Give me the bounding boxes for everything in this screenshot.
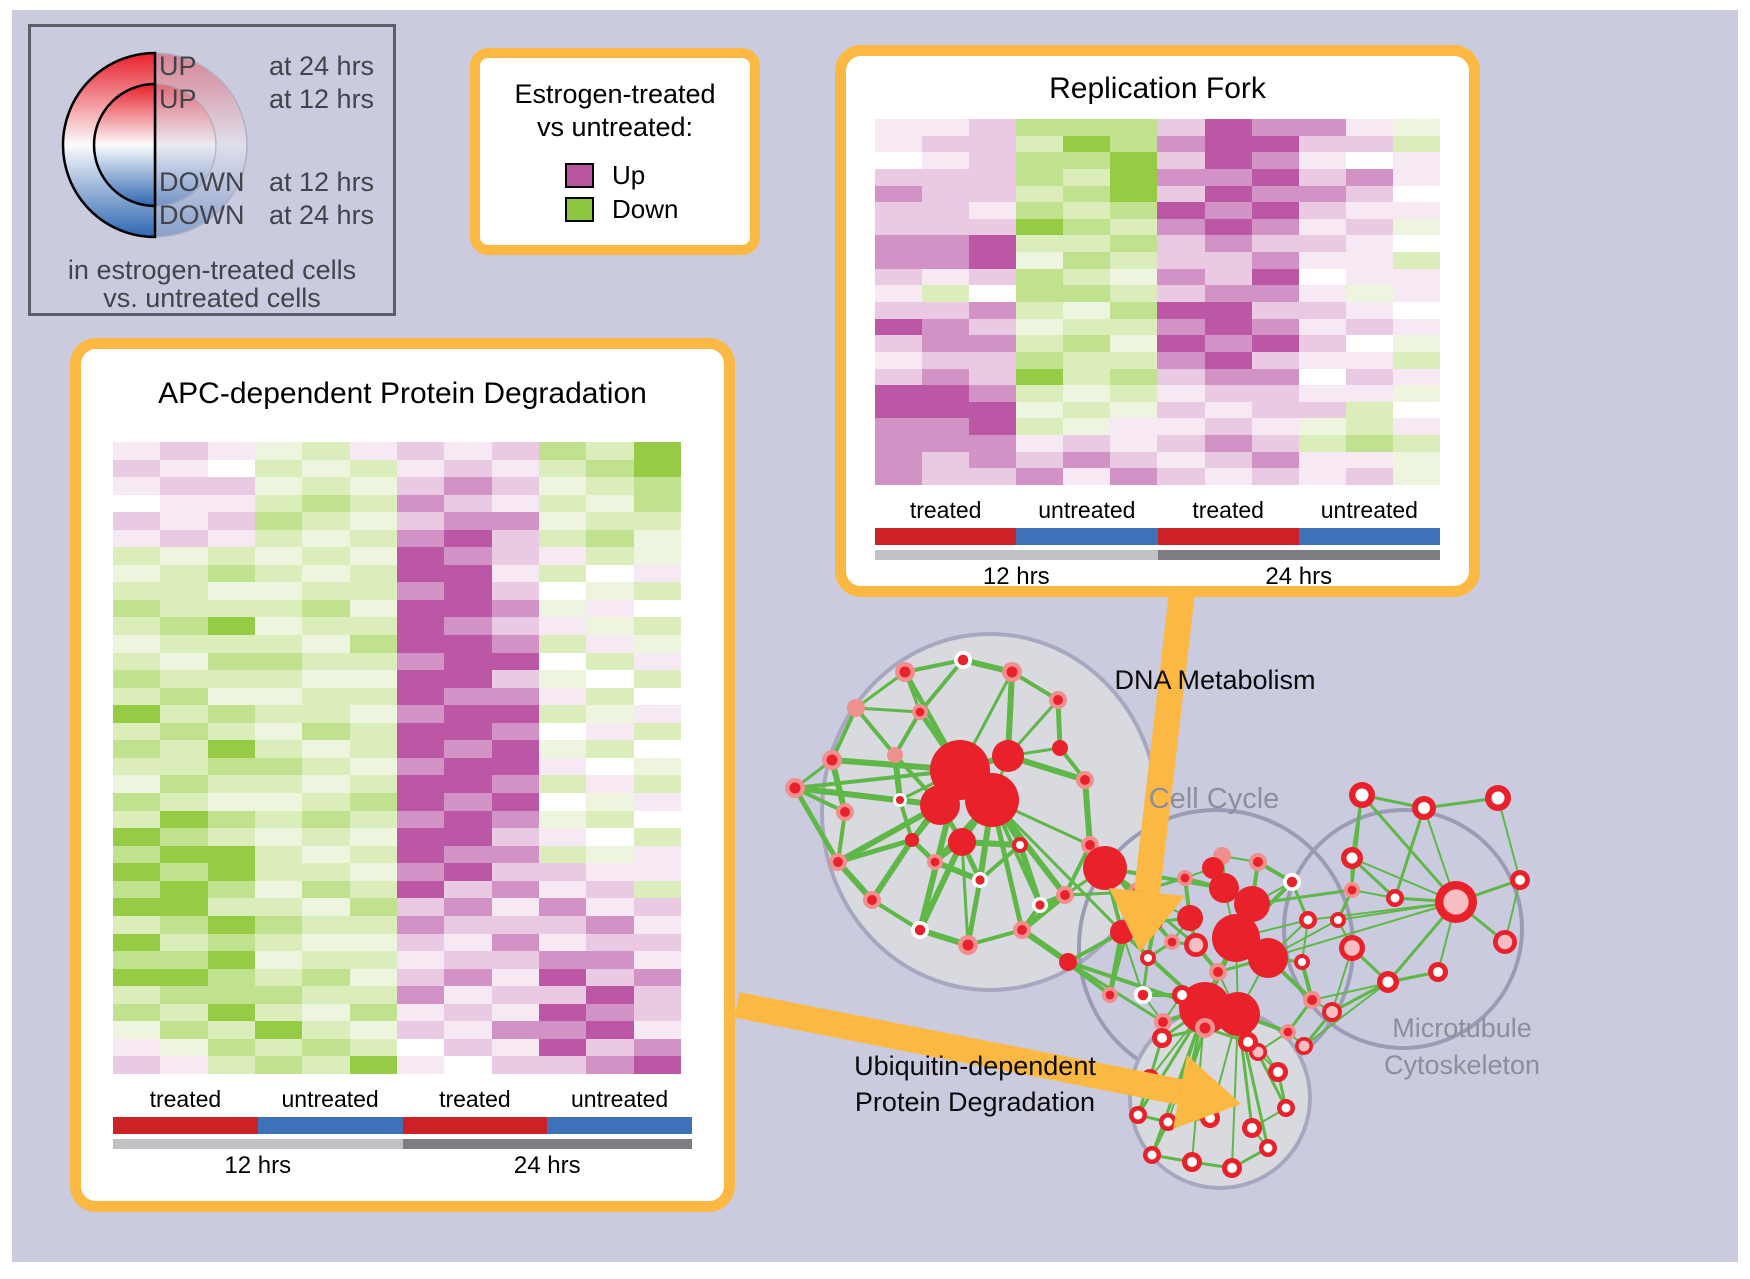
legend-down-24-time: at 24 hrs xyxy=(269,200,375,230)
down-color-swatch xyxy=(565,197,594,222)
replication-fork-hour-labels: 12 hrs 24 hrs xyxy=(875,563,1440,591)
untreated-bar xyxy=(1298,528,1440,545)
replication-fork-panel: Replication Fork treated untreated treat… xyxy=(835,45,1480,597)
flow-arrow-apc-to-ubiquitin xyxy=(734,992,1241,1129)
hour-label-12: 12 hrs xyxy=(224,1152,292,1179)
network-nodes xyxy=(785,651,1530,1178)
apc-degradation-panel: APC-dependent Protein Degradation treate… xyxy=(70,338,735,1212)
treated-bar xyxy=(402,1117,548,1134)
replication-fork-title: Replication Fork xyxy=(1049,72,1266,105)
circle-size-legend: UP at 24 hrs UP at 12 hrs DOWN at 12 hrs… xyxy=(28,24,396,316)
group-label-treated-12: treated xyxy=(149,1086,222,1112)
group-label-treated-24: treated xyxy=(1192,497,1264,523)
group-label-treated-12: treated xyxy=(909,497,982,523)
concentric-circles-glyph xyxy=(61,51,248,239)
time-bar-12hrs xyxy=(875,550,1158,560)
legend-down-24-word: DOWN xyxy=(159,200,245,230)
hour-label-24: 24 hrs xyxy=(1265,563,1333,590)
untreated-bar xyxy=(257,1117,403,1134)
apc-degradation-heatmap-grid xyxy=(113,442,681,1074)
down-label: Down xyxy=(612,194,679,224)
time-bar-24hrs xyxy=(1157,550,1440,560)
apc-degradation-title: APC-dependent Protein Degradation xyxy=(158,377,647,410)
color-key-title-line2: vs untreated: xyxy=(536,112,694,142)
replication-fork-heatmap-grid xyxy=(875,119,1440,485)
untreated-bar xyxy=(1016,528,1158,545)
treated-bar xyxy=(1157,528,1299,545)
time-bar-24hrs xyxy=(402,1139,692,1149)
legend-down-12-word: DOWN xyxy=(159,167,245,197)
group-label-treated-24: treated xyxy=(439,1086,511,1112)
replication-fork-group-labels: treated untreated treated untreated xyxy=(875,497,1440,524)
group-label-untreated-12: untreated xyxy=(1038,497,1136,523)
cluster-label-ubiquitin-degradation: Ubiquitin-dependent Protein Degradation xyxy=(854,1051,1096,1117)
up-color-swatch xyxy=(565,163,594,188)
hour-label-12: 12 hrs xyxy=(982,563,1050,590)
apc-time-bar xyxy=(113,1139,692,1149)
apc-hour-labels: 12 hrs 24 hrs xyxy=(113,1152,692,1180)
cluster-ellipse-microtubule xyxy=(1282,808,1524,1050)
cluster-label-microtubule-cytoskeleton: Microtubule Cytoskeleton xyxy=(1383,1013,1541,1080)
legend-up-24-time: at 24 hrs xyxy=(269,51,375,81)
legend-caption-line2: vs. untreated cells xyxy=(103,283,321,313)
apc-group-labels: treated untreated treated untreated xyxy=(113,1086,692,1113)
color-key-title-line1: Estrogen-treated xyxy=(514,79,716,109)
legend-up-24-word: UP xyxy=(159,51,197,81)
legend-down-12-time: at 12 hrs xyxy=(269,167,375,197)
replication-fork-condition-bar xyxy=(875,528,1440,545)
legend-caption-line1: in estrogen-treated cells xyxy=(67,255,357,285)
cluster-label-cell-cycle: Cell Cycle xyxy=(1148,783,1280,815)
treated-bar xyxy=(875,528,1017,545)
flow-arrow-replication-fork-to-dna xyxy=(1109,591,1195,952)
cluster-label-dna-metabolism: DNA Metabolism xyxy=(1114,665,1316,695)
replication-fork-time-bar xyxy=(875,550,1440,560)
group-label-untreated-24: untreated xyxy=(1320,497,1418,523)
legend-up-12-word: UP xyxy=(159,84,197,114)
hour-label-24: 24 hrs xyxy=(513,1152,581,1179)
group-label-untreated-12: untreated xyxy=(281,1086,379,1112)
treated-bar xyxy=(113,1117,258,1134)
legend-up-12-time: at 12 hrs xyxy=(269,84,375,114)
color-key-box: Estrogen-treated vs untreated: Up Down xyxy=(470,48,760,255)
group-label-untreated-24: untreated xyxy=(571,1086,669,1112)
untreated-bar xyxy=(547,1117,692,1134)
up-label: Up xyxy=(612,160,646,190)
apc-condition-bar xyxy=(113,1117,692,1134)
time-bar-12hrs xyxy=(113,1139,403,1149)
